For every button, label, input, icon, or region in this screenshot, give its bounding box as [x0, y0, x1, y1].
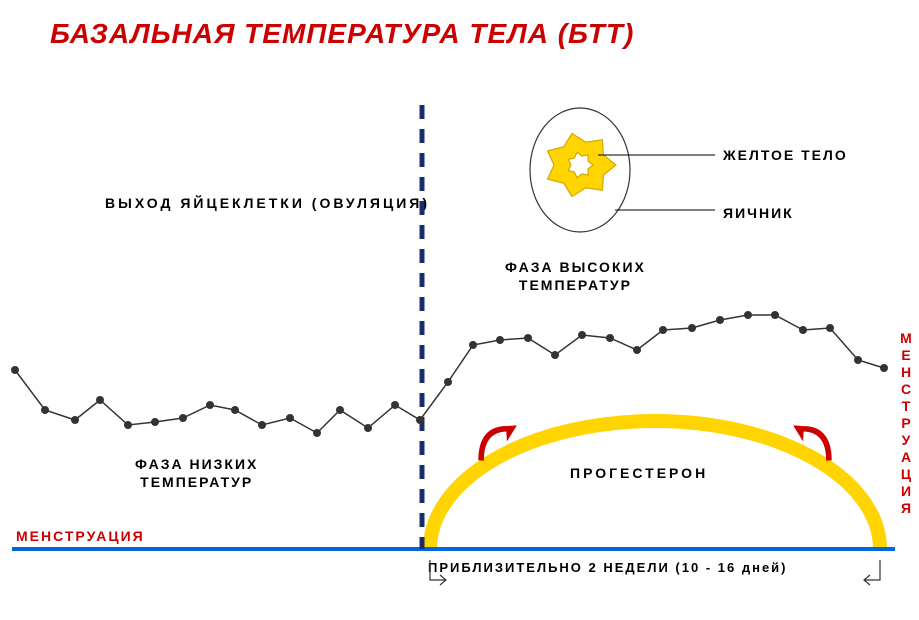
temperature-point: [551, 351, 559, 359]
temperature-point: [11, 366, 19, 374]
temperature-point: [96, 396, 104, 404]
temperature-point: [659, 326, 667, 334]
temperature-point: [633, 346, 641, 354]
temperature-markers: [11, 311, 888, 437]
temperature-point: [524, 334, 532, 342]
temperature-point: [578, 331, 586, 339]
temperature-point: [744, 311, 752, 319]
bracket-right-icon: [864, 560, 880, 585]
temperature-point: [179, 414, 187, 422]
temperature-point: [799, 326, 807, 334]
temperature-point: [826, 324, 834, 332]
temperature-point: [880, 364, 888, 372]
temperature-point: [771, 311, 779, 319]
temperature-point: [444, 378, 452, 386]
temperature-point: [469, 341, 477, 349]
temperature-point: [716, 316, 724, 324]
bracket-left-icon: [430, 560, 446, 585]
temperature-point: [71, 416, 79, 424]
temperature-point: [496, 336, 504, 344]
temperature-point: [206, 401, 214, 409]
temperature-line: [15, 315, 884, 433]
temperature-point: [391, 401, 399, 409]
temperature-point: [854, 356, 862, 364]
temperature-point: [231, 406, 239, 414]
temperature-point: [286, 414, 294, 422]
temperature-point: [151, 418, 159, 426]
ovary-diagram: [530, 108, 715, 232]
progesterone-arc: [430, 421, 880, 549]
temperature-point: [606, 334, 614, 342]
temperature-point: [41, 406, 49, 414]
temperature-point: [416, 416, 424, 424]
chart-canvas: [0, 0, 919, 620]
temperature-point: [336, 406, 344, 414]
temperature-point: [313, 429, 321, 437]
temperature-point: [364, 424, 372, 432]
yellow-body-shape: [548, 133, 616, 196]
temperature-point: [258, 421, 266, 429]
ovary-outline: [530, 108, 630, 232]
temperature-point: [124, 421, 132, 429]
temperature-point: [688, 324, 696, 332]
